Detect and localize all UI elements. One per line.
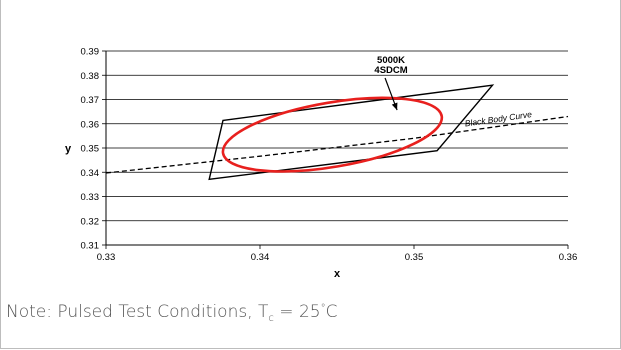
tick-labels: 0.31 0.32 0.33 0.34 0.35 0.36 0.37 0.38 0.39 0.33… — [81, 47, 578, 264]
note-value: = 25 — [273, 302, 321, 322]
grid — [106, 50, 568, 246]
y-tick-label: 0.37 — [81, 95, 100, 106]
macadam-ellipse — [221, 96, 444, 173]
x-tick-label: 0.33 — [97, 252, 116, 263]
y-tick-label: 0.33 — [81, 192, 100, 203]
black-body-curve-line — [105, 115, 569, 174]
quadrangle-boundary — [208, 84, 495, 181]
note-subscript: c — [268, 313, 274, 324]
note-degree: ° — [320, 303, 326, 314]
annotation-arrowhead — [391, 102, 398, 111]
x-tick-label: 0.36 — [559, 252, 578, 263]
y-tick-label: 0.32 — [81, 216, 100, 227]
y-tick-label: 0.36 — [81, 119, 100, 130]
y-tick-label: 0.34 — [81, 168, 100, 179]
x-tick-label: 0.35 — [405, 252, 424, 263]
y-tick-label: 0.38 — [81, 71, 100, 82]
y-tick-label: 0.31 — [81, 241, 100, 252]
label-black-body-curve: Black Body Curve — [464, 109, 533, 128]
note-unit: C — [325, 302, 338, 322]
x-tick-label: 0.34 — [251, 252, 270, 263]
y-tick-label: 0.39 — [81, 47, 100, 58]
series — [105, 84, 569, 181]
label-5000k: 5000K — [377, 55, 405, 66]
note-prefix: Note: Pulsed Test Conditions, T — [6, 302, 269, 322]
x-axis-label: x — [334, 268, 341, 280]
axes — [102, 50, 569, 249]
note-text: Note: Pulsed Test Conditions, Tc = 25°C — [6, 302, 337, 324]
y-axis-label: y — [65, 143, 72, 155]
label-4sdcm: 4SDCM — [374, 65, 407, 76]
y-tick-label: 0.35 — [81, 144, 100, 155]
chromaticity-chart: 0.31 0.32 0.33 0.34 0.35 0.36 0.37 0.38 0.39 0.33… — [65, 47, 578, 281]
